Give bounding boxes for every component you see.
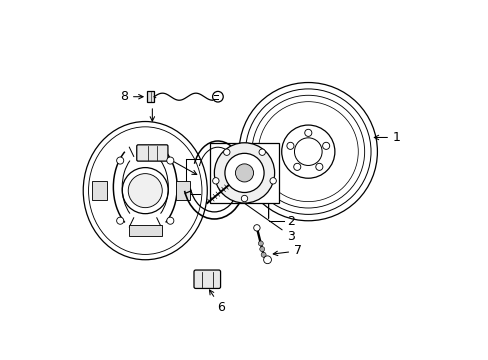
Circle shape [258, 241, 263, 246]
Circle shape [166, 157, 174, 164]
Circle shape [223, 149, 229, 156]
Circle shape [259, 149, 265, 156]
Circle shape [253, 225, 260, 231]
Circle shape [261, 252, 265, 257]
Text: 5: 5 [152, 145, 196, 175]
Circle shape [269, 177, 276, 184]
Text: 4: 4 [148, 90, 156, 121]
FancyBboxPatch shape [128, 225, 162, 236]
Circle shape [212, 177, 219, 184]
Text: 3: 3 [224, 189, 294, 243]
FancyBboxPatch shape [175, 181, 190, 200]
Circle shape [293, 163, 300, 170]
FancyBboxPatch shape [92, 181, 106, 200]
Circle shape [117, 217, 123, 224]
Ellipse shape [83, 122, 207, 260]
FancyBboxPatch shape [146, 91, 154, 102]
Circle shape [259, 247, 264, 252]
Text: 1: 1 [373, 131, 400, 144]
Circle shape [286, 142, 293, 149]
FancyBboxPatch shape [194, 270, 220, 288]
Circle shape [263, 256, 271, 264]
Circle shape [304, 129, 311, 136]
Circle shape [166, 217, 174, 224]
Text: 6: 6 [209, 290, 225, 314]
Text: 7: 7 [273, 244, 302, 257]
Circle shape [224, 153, 264, 193]
FancyBboxPatch shape [137, 145, 167, 161]
Circle shape [214, 143, 274, 203]
Circle shape [235, 164, 253, 182]
Circle shape [122, 168, 168, 214]
Text: 8: 8 [120, 90, 143, 103]
Polygon shape [209, 143, 279, 203]
Circle shape [294, 138, 322, 166]
Circle shape [322, 142, 329, 149]
Circle shape [212, 91, 223, 102]
Circle shape [128, 174, 162, 208]
Text: 2: 2 [286, 215, 294, 228]
Circle shape [315, 163, 322, 170]
Circle shape [117, 157, 123, 164]
Circle shape [241, 195, 247, 202]
